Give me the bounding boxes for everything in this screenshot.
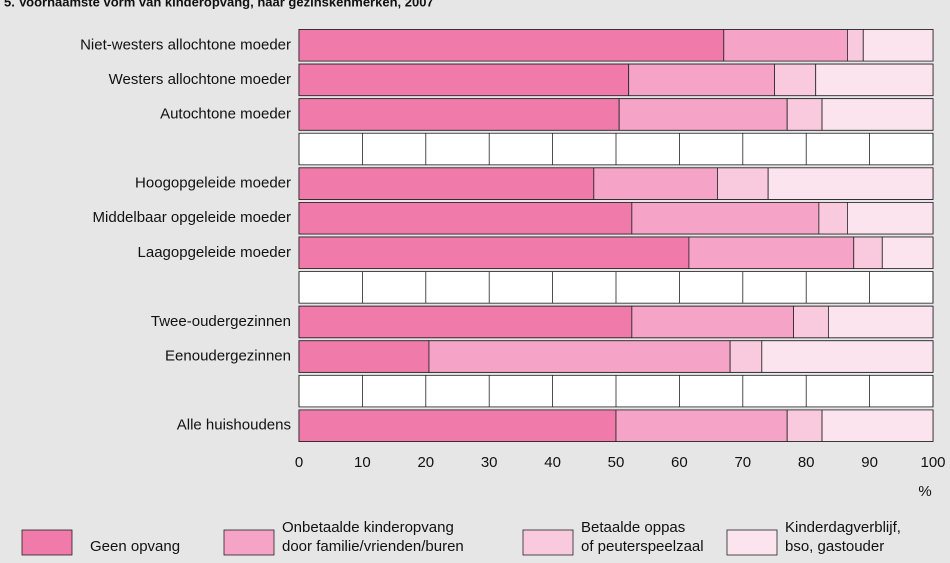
bar-segment [631, 305, 794, 339]
bar-segment [761, 340, 934, 373]
bar-segment [821, 98, 934, 131]
bar-segment [615, 409, 788, 442]
bar-segment [298, 305, 633, 339]
x-axis-label: % [918, 483, 931, 500]
x-tick-label: 10 [354, 454, 371, 471]
bar-segment [767, 167, 934, 200]
y-tick-label: Eenoudergezinnen [165, 348, 291, 365]
bar-segment [847, 202, 934, 235]
y-tick-label: Autochtone moeder [160, 105, 291, 122]
legend-label: Betaalde oppas of peuterspeelzaal [581, 519, 704, 555]
bar-segment [793, 305, 829, 339]
x-tick-label: 40 [544, 454, 561, 471]
x-tick-label: 100 [920, 454, 945, 471]
bar-segment [827, 305, 934, 339]
legend-label: Geen opvang [90, 538, 180, 555]
y-tick-label: Hoogopgeleide moeder [135, 175, 291, 192]
y-tick-label: Middelbaar opgeleide moeder [93, 209, 291, 226]
y-tick-label: Alle huishoudens [177, 417, 291, 434]
x-tick-label: 90 [861, 454, 878, 471]
bar-segment [774, 63, 817, 97]
x-tick-label: 70 [734, 454, 751, 471]
bar-segment [631, 202, 820, 235]
bar-segment [723, 29, 848, 62]
bar-segment [298, 63, 630, 97]
bar-segment [298, 340, 430, 373]
bar-segment [786, 409, 823, 442]
bar-segment [729, 340, 763, 373]
bar-segment [298, 202, 633, 235]
x-tick-label: 60 [671, 454, 688, 471]
bar-segment [881, 236, 934, 269]
bar-segment [298, 236, 690, 269]
legend-swatch [223, 529, 275, 556]
y-tick-label: Twee-oudergezinnen [151, 313, 291, 330]
bar-segment [786, 98, 823, 131]
chart-title: 5. Voornaamste vorm van kinderopvang, na… [4, 0, 434, 9]
bar-segment [428, 340, 731, 373]
bar-segment [593, 167, 718, 200]
legend-label: Kinderdagverblijf, bso, gastouder [785, 519, 901, 555]
bar-segment [298, 29, 725, 62]
bar-segment [298, 409, 617, 442]
bar-segment [847, 29, 864, 62]
bar-segment [818, 202, 848, 235]
y-tick-label: Westers allochtone moeder [109, 71, 291, 88]
x-tick-label: 0 [295, 454, 303, 471]
legend-swatch [522, 529, 574, 556]
legend-label: Onbetaalde kinderopvang door familie/vrie… [282, 519, 464, 555]
bar-segment [815, 63, 934, 97]
bar-segment [688, 236, 855, 269]
bar-segment [298, 167, 595, 200]
bar-segment [298, 98, 620, 131]
y-tick-label: Laagopgeleide moeder [138, 244, 291, 261]
x-tick-label: 20 [417, 454, 434, 471]
bar-segment [853, 236, 883, 269]
x-tick-label: 50 [608, 454, 625, 471]
legend-swatch [726, 529, 778, 556]
bar-segment [628, 63, 775, 97]
bar-segment [862, 29, 934, 62]
bar-segment [821, 409, 934, 442]
bar-segment [717, 167, 769, 200]
legend-swatch [21, 529, 73, 556]
y-tick-label: Niet-westers allochtone moeder [80, 36, 291, 53]
x-tick-label: 30 [481, 454, 498, 471]
bar-segment [618, 98, 788, 131]
x-tick-label: 80 [798, 454, 815, 471]
